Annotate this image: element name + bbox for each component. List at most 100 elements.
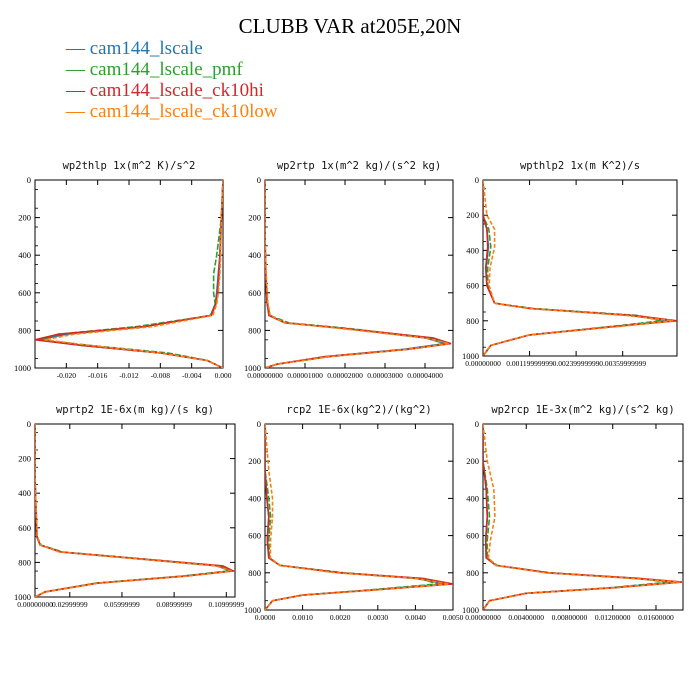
plot-frame: [264, 423, 454, 611]
x-tick-label: 0.000: [215, 371, 232, 380]
x-tick-label: 0.0010: [292, 613, 313, 622]
series-line-cam144_lscale_pmf: [35, 424, 231, 597]
series-line-cam144_lscale_ck10low: [35, 424, 232, 597]
series-line-cam144_lscale_pmf: [265, 424, 439, 610]
x-tick-label: 0.08999999: [156, 600, 192, 609]
x-tick-label: 0.02999999: [52, 600, 88, 609]
x-tick-label: 0.00001000: [287, 371, 323, 380]
x-tick-label: 0.00000000: [17, 600, 53, 609]
x-tick-label: 0.00003000: [367, 371, 403, 380]
x-tick-label: -0.016: [88, 371, 108, 380]
legend-item-4: — cam144_lscale_ck10low: [65, 101, 278, 122]
y-tick-label: 200: [466, 210, 479, 220]
x-tick-label: 0.00000000: [465, 613, 501, 622]
panel-5: rcp2 1E-6x(kg^2)/(kg^2) 0 200 400 600 800 1000…: [244, 404, 464, 622]
series-line-cam144_lscale_pmf: [265, 180, 448, 368]
y-tick-label: 600: [466, 281, 479, 291]
x-tick-label: 0.00002000: [327, 371, 363, 380]
y-tick-label: 800: [18, 325, 31, 335]
y-tick-label: 400: [18, 488, 31, 498]
x-tick-label: 0.0020: [330, 613, 351, 622]
x-tick-label: 0.00000000: [247, 371, 283, 380]
x-tick-label: 0.10999999: [208, 600, 244, 609]
y-tick-label: 1000: [244, 363, 261, 373]
series-line-cam144_lscale_ck10hi: [265, 424, 453, 610]
plot-frame: [482, 179, 678, 357]
legend-item-1: — cam144_lscale: [65, 38, 203, 59]
x-tick-label: 0.00400000: [508, 613, 544, 622]
plot-frame: [482, 423, 684, 611]
x-tick-label: 0.01600000: [638, 613, 674, 622]
legend-item-2: — cam144_lscale_pmf: [65, 59, 243, 80]
y-tick-label: 200: [466, 456, 479, 466]
y-tick-label: 0: [27, 419, 31, 429]
series-line-cam144_lscale_ck10hi: [483, 424, 682, 610]
y-tick-label: 0: [257, 419, 261, 429]
plot-frame: [264, 179, 454, 369]
x-tick-label: 0.0030: [367, 613, 388, 622]
panel-title: wprtp2 1E-6x(m kg)/(s kg): [56, 404, 214, 416]
y-tick-label: 1000: [244, 605, 261, 615]
y-tick-label: 200: [18, 454, 31, 464]
x-tick-label: 0.00000000: [465, 359, 501, 368]
x-tick-label: -0.012: [119, 371, 139, 380]
x-tick-label: 0.01200000: [595, 613, 631, 622]
series-line-cam144_lscale: [35, 424, 233, 597]
panel-title: rcp2 1E-6x(kg^2)/(kg^2): [286, 404, 431, 416]
series-line-cam144_lscale_pmf: [38, 180, 223, 368]
y-tick-label: 200: [18, 213, 31, 223]
panel-1: wp2thlp 1x(m^2 K)/s^2 0 200 400 600 800 1000 -0…: [14, 160, 232, 380]
panel-title: wp2rcp 1E-3x(m^2 kg)/(s^2 kg): [491, 404, 674, 416]
x-tick-label: -0.008: [151, 371, 171, 380]
series-line-cam144_lscale_ck10low: [44, 180, 223, 368]
x-tick-label: 0.0050: [443, 613, 464, 622]
series-line-cam144_lscale: [265, 424, 446, 610]
series-line-cam144_lscale_ck10hi: [35, 424, 235, 597]
series-line-cam144_lscale: [38, 180, 223, 368]
y-tick-label: 800: [248, 568, 261, 578]
y-tick-label: 800: [466, 568, 479, 578]
series-line-cam144_lscale: [265, 180, 446, 368]
series-line-cam144_lscale_ck10low: [483, 424, 680, 610]
panel-4: wprtp2 1E-6x(m kg)/(s kg) 0 200 400 600 800 10…: [14, 404, 244, 609]
panel-3: wpthlp2 1x(m K^2)/s020040060080010000.00…: [462, 160, 678, 368]
series-line-cam144_lscale: [483, 424, 678, 610]
y-tick-label: 1000: [462, 351, 479, 361]
x-tick-label: 0.00800000: [552, 613, 588, 622]
panels: wp2thlp 1x(m^2 K)/s^2 0 200 400 600 800 1000 -0…: [14, 160, 684, 622]
panel-title: wp2thlp 1x(m^2 K)/s^2: [63, 160, 196, 172]
figure-title: CLUBB VAR at205E,20N: [239, 14, 462, 38]
x-tick-label: 0.0040: [405, 613, 426, 622]
x-tick-label: 0.00119999999: [506, 359, 553, 368]
series-line-cam144_lscale_ck10low: [265, 180, 450, 368]
y-tick-label: 800: [466, 316, 479, 326]
plot-frame: [34, 179, 224, 369]
legend-item-3: — cam144_lscale_ck10hi: [65, 80, 264, 101]
series-line-cam144_lscale_ck10hi: [265, 180, 452, 368]
y-tick-label: 600: [248, 531, 261, 541]
x-tick-label: 0.0000: [255, 613, 276, 622]
legend: — cam144_lscale— cam144_lscale_pmf— cam1…: [65, 38, 278, 122]
y-tick-label: 1000: [14, 592, 31, 602]
y-tick-label: 800: [18, 557, 31, 567]
x-tick-label: 0.00239999999: [553, 359, 600, 368]
x-tick-label: 0.00004000: [407, 371, 443, 380]
y-tick-label: 600: [248, 288, 261, 298]
y-tick-label: 1000: [462, 605, 479, 615]
plot-frame: [34, 423, 236, 598]
series-line-cam144_lscale_pmf: [483, 424, 669, 610]
y-tick-label: 800: [248, 325, 261, 335]
panel-2: wp2rtp 1x(m^2 kg)/(s^2 kg) 0 200 400 600 800 1…: [244, 160, 454, 380]
y-tick-label: 400: [248, 493, 261, 503]
y-tick-label: 400: [18, 250, 31, 260]
x-tick-label: 0.05999999: [104, 600, 140, 609]
y-tick-label: 1000: [14, 363, 31, 373]
series-line-cam144_lscale_ck10low: [265, 424, 450, 610]
y-tick-label: 400: [466, 493, 479, 503]
y-tick-label: 200: [248, 456, 261, 466]
series-line-cam144_lscale_ck10hi: [35, 180, 223, 368]
series-line-cam144_lscale_pmf: [483, 180, 662, 356]
x-tick-label: -0.020: [57, 371, 77, 380]
y-tick-label: 400: [248, 250, 261, 260]
